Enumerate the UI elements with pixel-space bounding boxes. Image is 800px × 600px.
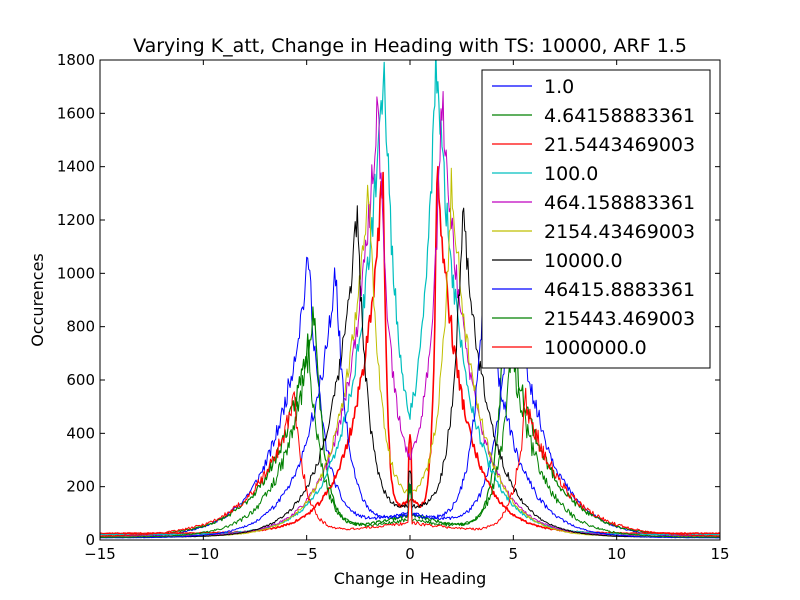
y-tick-label: 0 (85, 531, 95, 549)
x-tick-label: 0 (405, 545, 415, 563)
legend-label: 1000000.0 (544, 337, 647, 359)
series-line-4 (100, 60, 720, 536)
y-tick-label: 800 (66, 318, 95, 336)
y-tick-label: 1000 (57, 264, 95, 282)
chart-title: Varying K_att, Change in Heading with TS… (133, 35, 687, 57)
y-tick-label: 200 (66, 478, 95, 496)
y-tick-label: 1200 (57, 211, 95, 229)
x-tick-label: 5 (509, 545, 519, 563)
legend-label: 215443.469003 (544, 308, 695, 330)
legend-label: 464.158883361 (544, 192, 695, 214)
legend-label: 100.0 (544, 163, 598, 185)
y-axis-label: Occurences (28, 253, 47, 347)
y-tick-label: 400 (66, 424, 95, 442)
x-tick-label: −5 (296, 545, 318, 563)
x-tick-label: 10 (607, 545, 626, 563)
y-tick-label: 1400 (57, 158, 95, 176)
legend-label: 46415.8883361 (544, 279, 695, 301)
ticks-layer: −15 −10 −5 0 5 10 15 0 200 400 600 800 1000 1200 1400 1… (57, 51, 730, 563)
legend-label: 21.5443469003 (544, 134, 695, 156)
y-tick-label: 1800 (57, 51, 95, 69)
x-tick-label: 15 (710, 545, 729, 563)
legend-label: 10000.0 (544, 250, 623, 272)
legend: 1.0 4.64158883361 21.5443469003 100.0 464.15… (481, 69, 711, 369)
series-line-10 (100, 387, 720, 537)
legend-label: 1.0 (544, 76, 574, 98)
y-tick-label: 1600 (57, 104, 95, 122)
x-tick-label: −15 (84, 545, 116, 563)
legend-label: 2154.43469003 (544, 221, 695, 243)
series-line-9 (100, 336, 720, 538)
legend-label: 4.64158883361 (544, 105, 695, 127)
x-tick-label: −10 (188, 545, 220, 563)
x-axis-label: Change in Heading (334, 569, 487, 588)
y-tick-label: 600 (66, 371, 95, 389)
